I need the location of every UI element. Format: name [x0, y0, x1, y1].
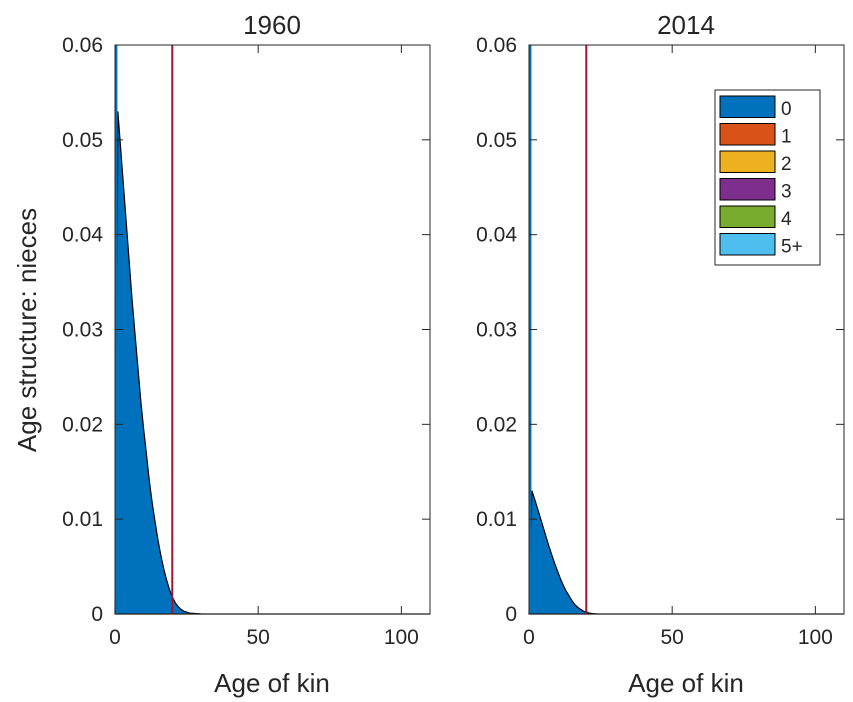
- legend-label-1: 1: [781, 127, 792, 148]
- legend-label-5+: 5+: [781, 237, 803, 258]
- y-tick-label: 0.01: [476, 508, 517, 531]
- y-tick-label: 0.04: [476, 224, 517, 247]
- y-tick-label: 0: [91, 603, 103, 626]
- x-tick-label: 100: [798, 626, 833, 649]
- area-series-5+: [115, 111, 430, 614]
- x-tick-label: 0: [523, 626, 535, 649]
- legend-swatch-0: [719, 95, 776, 118]
- legend-swatch-5+: [719, 233, 776, 256]
- panel-1960: 1960 Age of kin Age structure: nieces 00…: [12, 10, 431, 698]
- y-tick-label: 0.02: [476, 413, 517, 436]
- x-axis-label: Age of kin: [214, 668, 330, 698]
- legend-label-2: 2: [781, 154, 792, 175]
- x-axis-label: Age of kin: [628, 668, 744, 698]
- y-tick-label: 0.06: [476, 34, 517, 57]
- y-axis-label: Age structure: nieces: [12, 208, 42, 452]
- panel-2014: 2014 Age of kin 00.010.020.030.040.050.0…: [476, 10, 845, 698]
- y-tick-label: 0.05: [62, 129, 103, 152]
- y-tick-label: 0: [505, 603, 517, 626]
- legend-swatch-4: [719, 205, 776, 228]
- y-tick-label: 0.03: [476, 319, 517, 342]
- y-tick-label: 0.05: [476, 129, 517, 152]
- plot-area: 0 0.01 0.02 0.03 0.04 0.05 0.06 0 50 100: [476, 34, 845, 649]
- y-tick-label: 0.03: [62, 319, 103, 342]
- legend-label-4: 4: [781, 209, 792, 230]
- legend-label-3: 3: [781, 182, 792, 203]
- y-tick-label: 0.01: [62, 508, 103, 531]
- y-tick-label: 0.04: [62, 224, 103, 247]
- plot-area: 0 0.01 0.02 0.03 0.04 0.05 0.06 0 50 100: [62, 34, 431, 649]
- legend-swatch-2: [719, 150, 776, 173]
- x-tick-label: 50: [247, 626, 270, 649]
- x-tick-label: 0: [109, 626, 121, 649]
- y-tick-label: 0.02: [62, 413, 103, 436]
- legend-label-0: 0: [781, 99, 792, 120]
- panel-title: 1960: [243, 10, 301, 40]
- panel-title: 2014: [657, 10, 715, 40]
- x-tick-label: 50: [661, 626, 684, 649]
- x-tick-label: 100: [384, 626, 419, 649]
- legend: 0 1 2 3 4 5+: [714, 89, 821, 266]
- legend-swatch-1: [719, 123, 776, 146]
- y-tick-label: 0.06: [62, 34, 103, 57]
- legend-swatch-3: [719, 178, 776, 201]
